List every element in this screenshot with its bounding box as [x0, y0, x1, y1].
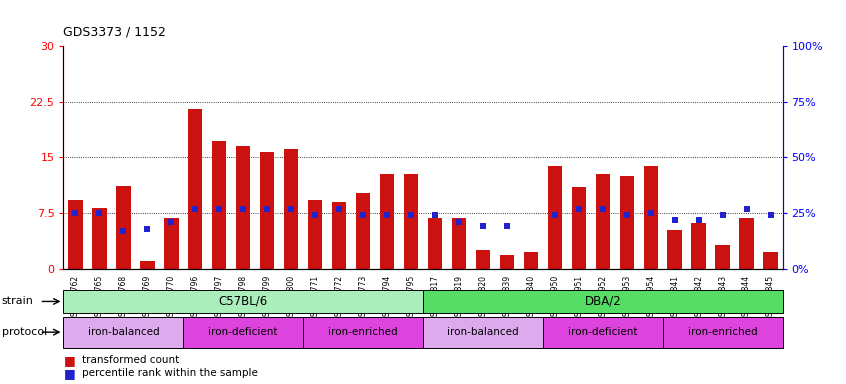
Bar	[524, 252, 538, 269]
Bar	[547, 166, 562, 269]
Bar	[716, 245, 730, 269]
Bar	[662, 317, 783, 348]
Bar	[500, 255, 514, 269]
Bar	[188, 109, 202, 269]
Bar	[356, 193, 371, 269]
Bar	[212, 141, 227, 269]
Bar	[236, 146, 250, 269]
Bar	[184, 317, 303, 348]
Bar	[380, 174, 394, 269]
Text: iron-enriched: iron-enriched	[328, 327, 398, 337]
Bar	[739, 218, 754, 269]
Text: protocol: protocol	[2, 327, 47, 337]
Bar	[164, 218, 179, 269]
Text: iron-deficient: iron-deficient	[568, 327, 638, 337]
Text: iron-deficient: iron-deficient	[208, 327, 278, 337]
Bar	[303, 317, 423, 348]
Text: ■: ■	[63, 367, 75, 380]
Text: iron-balanced: iron-balanced	[448, 327, 519, 337]
Bar	[543, 317, 662, 348]
Bar	[404, 174, 418, 269]
Bar	[116, 185, 130, 269]
Bar	[428, 218, 442, 269]
Text: transformed count: transformed count	[82, 355, 179, 365]
Bar	[63, 290, 423, 313]
Bar	[596, 174, 610, 269]
Text: iron-enriched: iron-enriched	[688, 327, 757, 337]
Text: percentile rank within the sample: percentile rank within the sample	[82, 368, 258, 378]
Bar	[619, 176, 634, 269]
Bar	[667, 230, 682, 269]
Bar	[284, 149, 299, 269]
Text: ■: ■	[63, 354, 75, 367]
Bar	[63, 317, 184, 348]
Bar	[423, 290, 783, 313]
Bar	[69, 200, 83, 269]
Bar	[92, 208, 107, 269]
Bar	[140, 262, 155, 269]
Text: GDS3373 / 1152: GDS3373 / 1152	[63, 25, 167, 38]
Bar	[691, 223, 706, 269]
Bar	[452, 218, 466, 269]
Text: strain: strain	[2, 296, 34, 306]
Bar	[260, 152, 274, 269]
Bar	[332, 202, 346, 269]
Bar	[763, 252, 777, 269]
Text: iron-balanced: iron-balanced	[88, 327, 159, 337]
Bar	[423, 317, 543, 348]
Bar	[308, 200, 322, 269]
Bar	[475, 250, 490, 269]
Text: C57BL/6: C57BL/6	[218, 295, 268, 308]
Bar	[644, 166, 658, 269]
Text: DBA/2: DBA/2	[585, 295, 621, 308]
Bar	[572, 187, 586, 269]
